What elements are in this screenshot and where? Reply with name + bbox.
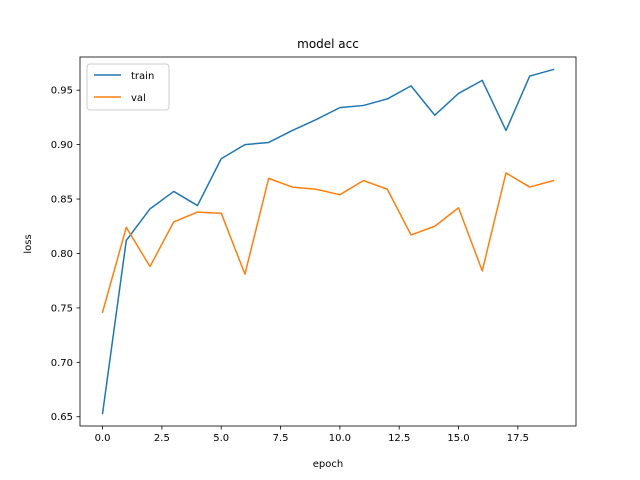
- y-tick-label: 0.90: [51, 140, 73, 151]
- series-line-train: [101, 68, 555, 415]
- x-tick-label: 7.5: [273, 433, 289, 444]
- x-axis-title: epoch: [313, 459, 343, 470]
- x-tick-label: 12.5: [388, 433, 410, 444]
- x-tick-label: 17.5: [507, 433, 529, 444]
- legend-label-train: train: [131, 71, 154, 82]
- chart-title: model acc: [297, 37, 359, 51]
- y-tick-label: 0.70: [51, 358, 73, 369]
- y-axis-title: loss: [23, 234, 34, 253]
- legend-label-val: val: [131, 93, 146, 104]
- series-line-val: [101, 172, 555, 314]
- series-layer: [101, 68, 555, 415]
- y-tick-label: 0.85: [51, 195, 73, 206]
- legend-box: [86, 63, 170, 111]
- x-tick-label: 0.0: [95, 433, 111, 444]
- y-tick-label: 0.80: [51, 249, 73, 260]
- y-tick-label: 0.65: [51, 412, 73, 423]
- x-tick-label: 5.0: [213, 433, 229, 444]
- x-tick-label: 15.0: [447, 433, 469, 444]
- plot-frame: [79, 56, 577, 427]
- axes-layer: 0.0 2.5 5.0 7.5 10.0 12.5 15.0 17.5 0.65 0.70 0.75…: [51, 56, 577, 444]
- y-tick-label: 0.75: [51, 303, 73, 314]
- legend: train val: [86, 63, 170, 111]
- x-tick-label: 2.5: [154, 433, 170, 444]
- y-tick-label: 0.95: [51, 86, 73, 97]
- x-tick-label: 10.0: [329, 433, 351, 444]
